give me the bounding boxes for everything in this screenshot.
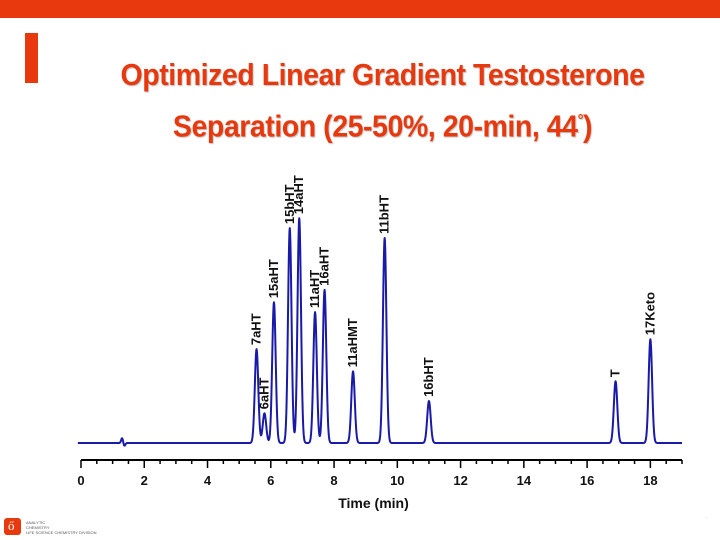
peak-label-15aHT: 15aHT bbox=[266, 259, 281, 298]
flask-logo-icon: ő bbox=[4, 518, 21, 535]
peak-label-16aHT: 16aHT bbox=[317, 247, 332, 286]
chromatogram-trace bbox=[77, 217, 683, 447]
slide-title: Optimized Linear Gradient Testosterone S… bbox=[86, 52, 679, 149]
x-tick-label: 14 bbox=[517, 473, 532, 488]
logo-caption-line-2: CHEMISTRY bbox=[26, 525, 50, 530]
title-line-2-end: ) bbox=[583, 108, 593, 144]
title-line-2: Separation (25-50%, 20-min, 44°) bbox=[86, 98, 679, 149]
peak-label-11aHMT: 11aHMT bbox=[345, 318, 360, 367]
peak-label-6aHT: 6aHT bbox=[256, 378, 271, 410]
x-tick-label: 18 bbox=[643, 473, 657, 488]
x-tick-label: 10 bbox=[390, 473, 404, 488]
x-tick-label: 8 bbox=[330, 473, 337, 488]
peak-label-11aHT: 11aHT bbox=[307, 270, 322, 308]
title-line-2-main: Separation (25-50%, 20-min, 44 bbox=[172, 108, 578, 144]
slide-corner-mark: . bbox=[706, 514, 708, 520]
logo-glyph: ő bbox=[8, 518, 15, 533]
peak-label-7aHT: 7aHT bbox=[249, 313, 264, 345]
top-accent-bar bbox=[0, 0, 720, 18]
x-tick-label: 12 bbox=[453, 473, 467, 488]
peak-label-17Keto: 17Keto bbox=[642, 292, 657, 335]
title-accent-marker bbox=[25, 33, 38, 83]
logo-caption-line-3: LIFE SCIENCE CHEMISTRY DIVISION bbox=[26, 530, 97, 535]
x-tick-label: 0 bbox=[77, 473, 84, 488]
x-axis-title: Time (min) bbox=[338, 495, 409, 511]
logo-caption: ANALYTIC CHEMISTRY LIFE SCIENCE CHEMISTR… bbox=[26, 520, 97, 535]
x-tick-label: 6 bbox=[267, 473, 274, 488]
x-tick-label: 16 bbox=[580, 473, 594, 488]
peak-label-16bHT: 16bHT bbox=[421, 357, 436, 397]
peak-label-15bHT: 15bHT bbox=[282, 184, 297, 224]
peak-label-T: T bbox=[608, 369, 623, 377]
peak-label-11bHT: 11bHT bbox=[377, 195, 392, 234]
x-tick-label: 4 bbox=[204, 473, 212, 488]
degree-symbol: ° bbox=[577, 112, 584, 129]
title-line-1: Optimized Linear Gradient Testosterone bbox=[120, 57, 645, 92]
company-logo: ő ANALYTIC CHEMISTRY LIFE SCIENCE CHEMIS… bbox=[4, 517, 124, 539]
logo-caption-line-1: ANALYTIC bbox=[26, 520, 46, 525]
peak-label-14aHT: 14aHT bbox=[291, 175, 306, 214]
x-tick-label: 2 bbox=[141, 473, 148, 488]
